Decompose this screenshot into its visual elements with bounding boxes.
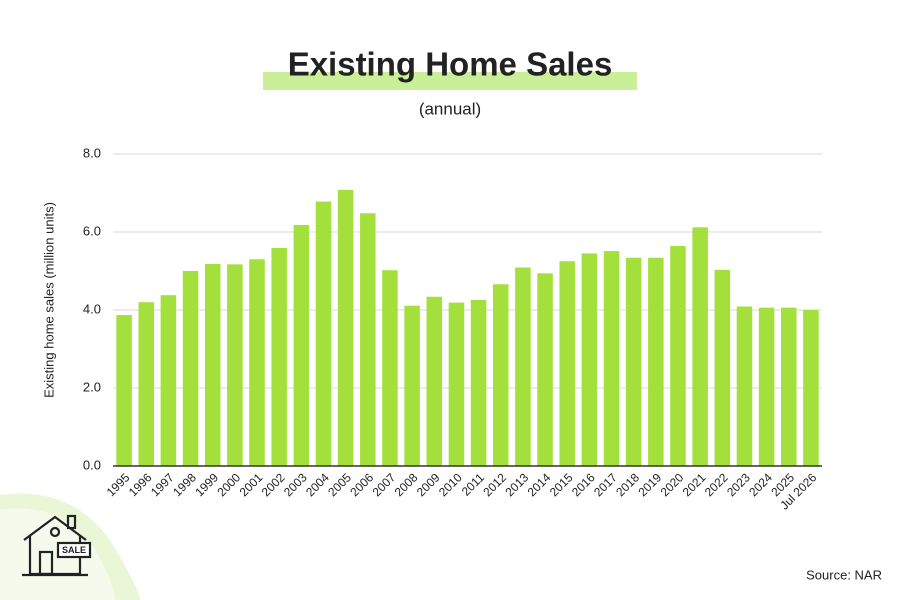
x-tick-label: 2007 bbox=[370, 470, 399, 499]
icon-label: SALE bbox=[62, 545, 86, 555]
bar bbox=[315, 201, 332, 466]
x-tick-label: 2021 bbox=[680, 470, 709, 499]
x-tick-label: 2008 bbox=[392, 470, 421, 499]
x-tick-label: 1997 bbox=[148, 470, 177, 499]
bar bbox=[670, 246, 686, 466]
bar bbox=[603, 251, 620, 466]
x-tick-label: 2009 bbox=[414, 470, 443, 499]
x-tick-label: 1996 bbox=[126, 470, 155, 499]
bar bbox=[382, 270, 398, 466]
bar bbox=[515, 267, 531, 466]
x-tick-label: 1999 bbox=[192, 470, 221, 499]
x-tick-label: 1998 bbox=[170, 470, 199, 499]
x-tick-label: 2013 bbox=[502, 470, 531, 499]
house-icon bbox=[22, 514, 92, 577]
bar bbox=[492, 284, 509, 466]
x-tick-label: 2005 bbox=[325, 470, 354, 499]
source: Source: NAR bbox=[806, 567, 882, 582]
bar bbox=[625, 257, 642, 466]
bar bbox=[781, 307, 797, 466]
x-tick-label: 2001 bbox=[237, 470, 266, 499]
x-tick-label: 1995 bbox=[104, 470, 133, 499]
y-tick-label: 0.0 bbox=[83, 457, 101, 472]
bar bbox=[559, 261, 575, 466]
x-tick-label: 2016 bbox=[569, 470, 598, 499]
bar bbox=[448, 302, 465, 466]
x-tick-label: 2002 bbox=[259, 470, 288, 499]
bar bbox=[426, 296, 443, 466]
x-tick-label: 2017 bbox=[591, 470, 620, 499]
x-tick-label: 2011 bbox=[459, 470, 487, 498]
bar bbox=[470, 299, 487, 466]
x-tick-label: 2020 bbox=[658, 470, 687, 499]
bar bbox=[160, 295, 177, 466]
bar bbox=[293, 224, 310, 466]
x-tick-label: 2000 bbox=[214, 470, 243, 499]
bar bbox=[227, 264, 243, 466]
bar bbox=[116, 315, 132, 466]
chart-title: Existing Home Sales bbox=[288, 46, 613, 83]
x-tick-label: 2004 bbox=[303, 470, 332, 499]
x-tick-label: 2018 bbox=[613, 470, 642, 499]
bar bbox=[182, 271, 199, 466]
y-tick-label: 6.0 bbox=[83, 223, 101, 238]
x-tick-label: 2019 bbox=[635, 470, 664, 499]
bar bbox=[581, 253, 598, 466]
x-tick-label: 2014 bbox=[525, 470, 554, 499]
x-tick-label: 2022 bbox=[702, 470, 731, 499]
x-tick-label: 2006 bbox=[347, 470, 376, 499]
bar bbox=[736, 306, 753, 466]
bar bbox=[249, 259, 265, 466]
x-tick-label: 2024 bbox=[746, 470, 775, 499]
x-tick-label: 2023 bbox=[724, 470, 753, 499]
bar bbox=[758, 307, 775, 466]
y-tick-label: 4.0 bbox=[83, 301, 101, 316]
bar bbox=[337, 189, 354, 466]
bar bbox=[271, 247, 287, 466]
bar bbox=[537, 273, 553, 466]
bar bbox=[692, 227, 708, 466]
y-axis-label: Existing home sales (million units) bbox=[41, 202, 56, 398]
bar bbox=[648, 257, 664, 466]
bar bbox=[404, 305, 420, 466]
bar bbox=[360, 213, 376, 466]
chart-subtitle: (annual) bbox=[419, 99, 481, 118]
bar bbox=[803, 310, 819, 466]
title-highlight bbox=[263, 72, 637, 90]
x-tick-label: 2015 bbox=[547, 470, 576, 499]
y-tick-label: 2.0 bbox=[83, 379, 101, 394]
bar bbox=[714, 269, 731, 466]
x-tick-label: 2010 bbox=[436, 470, 465, 499]
bar bbox=[138, 302, 154, 466]
x-tick-label: 2003 bbox=[281, 470, 310, 499]
bar bbox=[204, 263, 221, 466]
x-tick-label: 2012 bbox=[480, 470, 509, 499]
y-tick-label: 8.0 bbox=[83, 145, 101, 160]
